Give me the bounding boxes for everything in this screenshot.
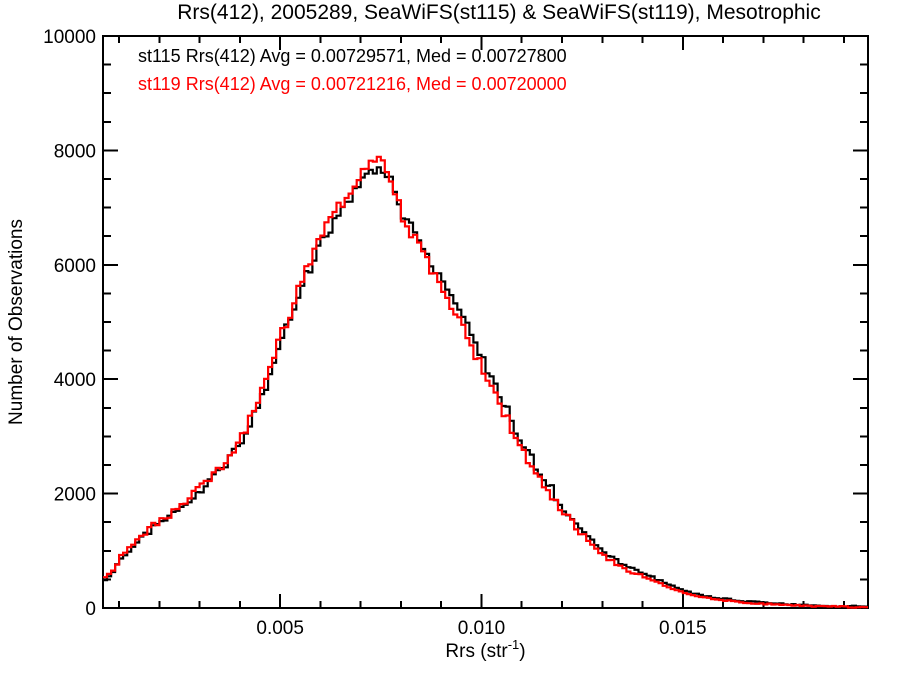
y-tick-label: 4000 xyxy=(54,370,96,391)
y-axis-title: Number of Observations xyxy=(6,219,27,425)
y-tick-label: 2000 xyxy=(54,485,96,506)
histogram-series-st115 xyxy=(103,166,868,608)
x-tick-label: 0.005 xyxy=(256,618,304,639)
x-tick-label: 0.015 xyxy=(659,618,707,639)
y-tick-label: 10000 xyxy=(43,27,96,48)
axis-ticks xyxy=(103,35,868,609)
histogram-series-st119 xyxy=(103,155,868,609)
legend-entry-st119: st119 Rrs(412) Avg = 0.00721216, Med = 0… xyxy=(138,74,567,94)
plot-frame xyxy=(102,35,869,609)
y-tick-label: 8000 xyxy=(54,141,96,162)
legend-entry-st115: st115 Rrs(412) Avg = 0.00729571, Med = 0… xyxy=(138,46,567,66)
y-tick-label: 0 xyxy=(85,599,96,620)
chart-title: Rrs(412), 2005289, SeaWiFS(st115) & SeaW… xyxy=(177,1,821,24)
x-tick-label: 0.010 xyxy=(458,618,506,639)
y-tick-label: 6000 xyxy=(54,256,96,277)
tick-labels: 0.005 0.010 0.015 0 2000 4000 6000 8000 10000 xyxy=(43,27,706,639)
x-axis-title: Rrs (str-1) xyxy=(445,637,525,662)
